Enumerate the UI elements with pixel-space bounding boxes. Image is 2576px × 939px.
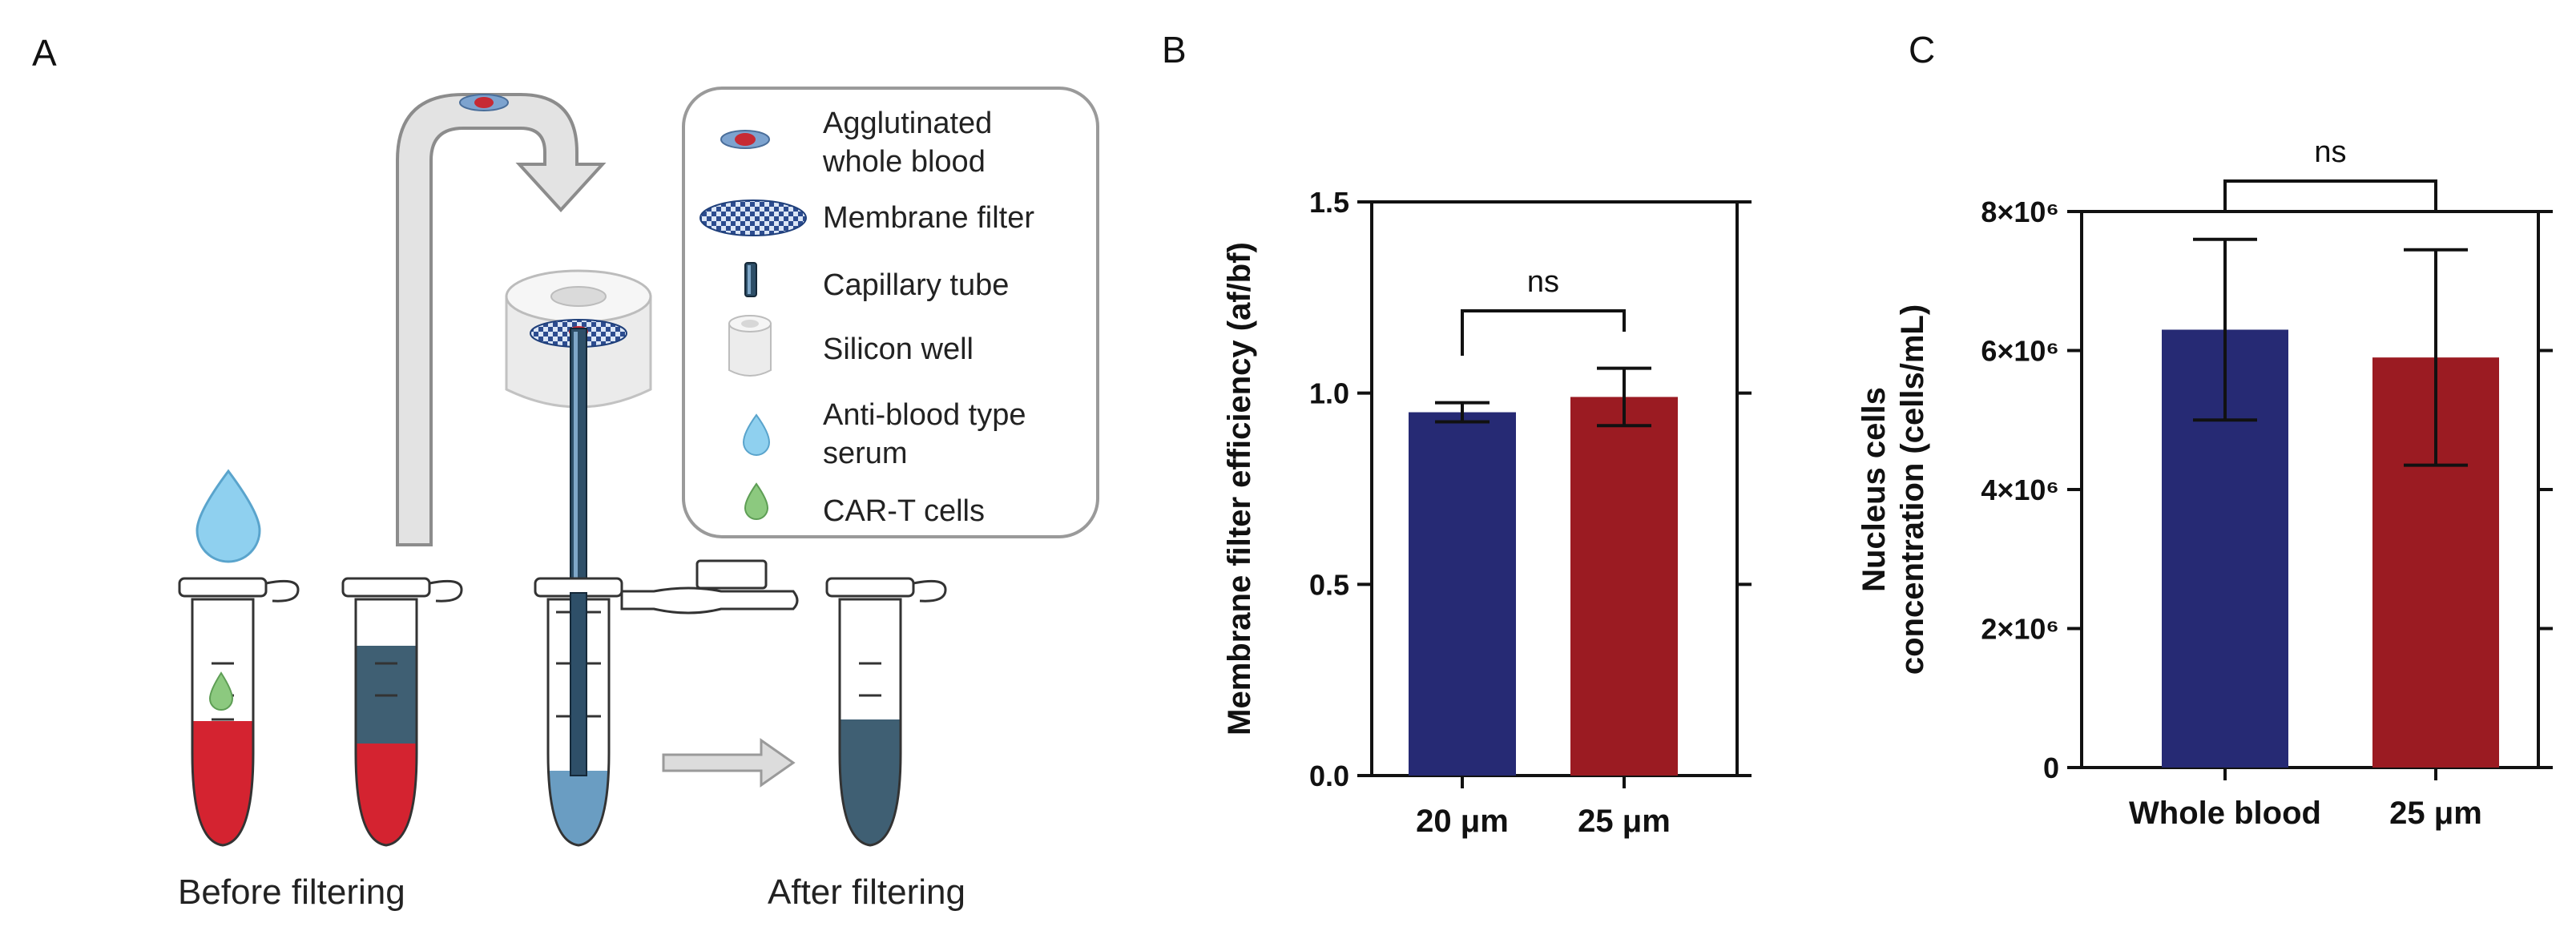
transfer-arrow [396,93,607,546]
bar [1570,397,1678,776]
y-axis-label: Nucleus cells [1856,387,1892,592]
after-arrow [662,738,796,788]
significance-bracket [1461,309,1626,356]
chart-b: 0.0 0.5 1.0 1.5 20 μm 25 μm ns Membrane filter … [1222,186,1752,839]
y-tick-label: 8×10⁶ [1981,195,2059,228]
y-tick-label: 1.0 [1309,377,1349,410]
y-tick-label: 0.5 [1309,568,1349,601]
significance-label: ns [2314,135,2346,169]
car-t-drop-icon [744,482,769,520]
legend-label-serum-1: Anti-blood type [823,398,1026,432]
legend-label-membrane: Membrane filter [823,201,1034,235]
membrane-filter-icon [699,199,807,236]
x-category-label: Whole blood [2129,796,2321,831]
y-axis-label: concentration (cells/mL) [1895,304,1930,675]
tube-before-1 [178,577,300,847]
y-tick-label: 1.5 [1309,186,1349,219]
tube-before-2 [341,577,463,847]
plot-frame [1370,200,1739,777]
y-tick-label: 0.0 [1309,760,1349,792]
panel-c: C 0 2×10⁶ 4×10⁶ 6×10⁶ 8×10⁶ Whole blood 25 μm n… [1856,29,2553,831]
legend-box: Agglutinated whole blood Membrane filter… [682,87,1099,538]
chart-c: 0 2×10⁶ 4×10⁶ 6×10⁶ 8×10⁶ Whole blood 25 μm ns N… [1856,135,2553,831]
x-category-label: 20 μm [1416,804,1509,839]
silicon-well-icon [728,315,772,377]
panel-b: B 0.0 0.5 1.0 1.5 20 μm 25 μm ns Membrane filte… [1162,29,1752,839]
agglutinated-blood-icon [720,130,770,149]
bar [1409,412,1516,776]
y-axis-label: Membrane filter efficiency (af/bf) [1222,242,1257,735]
serum-drop-icon [742,413,771,456]
legend-label-capillary: Capillary tube [823,268,1009,302]
legend-label-agglutinated-1: Agglutinated [823,107,992,140]
significance-label: ns [1527,265,1559,299]
car-t-drop [208,671,234,711]
legend-label-car-t: CAR-T cells [823,494,985,528]
serum-drop [196,469,261,563]
tube-after [825,577,947,847]
y-tick-label: 6×10⁶ [1981,335,2059,368]
caption-after-filtering: After filtering [768,873,965,912]
caption-before-filtering: Before filtering [178,873,405,912]
y-tick-label: 4×10⁶ [1981,474,2059,506]
x-category-label: 25 μm [2389,796,2482,831]
tube-collection [534,559,799,847]
significance-bracket [2223,179,2437,212]
panel-letter-a: A [32,32,57,74]
legend-label-serum-2: serum [823,437,908,470]
y-tick-label: 0 [2043,752,2059,784]
panel-a: A [32,32,1099,912]
panel-letter-b: B [1162,29,1187,71]
y-tick-label: 2×10⁶ [1981,613,2059,646]
x-category-label: 25 μm [1578,804,1671,839]
legend-label-silicon: Silicon well [823,332,974,366]
legend-label-agglutinated-2: whole blood [822,145,986,179]
panel-letter-c: C [1909,29,1935,71]
capillary-tube-icon [744,262,757,297]
